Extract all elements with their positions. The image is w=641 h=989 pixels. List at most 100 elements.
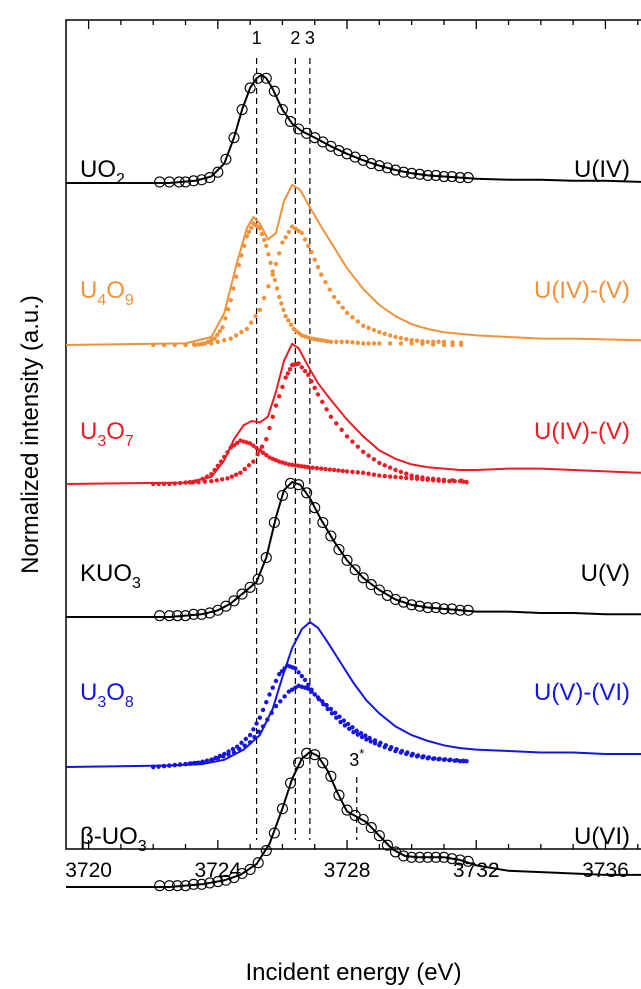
data-point bbox=[398, 166, 410, 178]
series-line bbox=[65, 183, 641, 346]
data-point bbox=[260, 844, 272, 857]
component-dot bbox=[209, 341, 214, 346]
plot-frame bbox=[65, 19, 641, 850]
component-dot bbox=[306, 686, 311, 691]
component-dot bbox=[209, 472, 214, 477]
component-dot bbox=[415, 753, 421, 758]
component-dot bbox=[344, 434, 350, 439]
component-dot bbox=[257, 448, 263, 453]
component-dot bbox=[273, 678, 279, 684]
data-point bbox=[179, 176, 192, 188]
component-dot bbox=[323, 279, 328, 285]
component-dot bbox=[261, 295, 267, 301]
data-point bbox=[244, 581, 256, 593]
component-dot bbox=[430, 339, 436, 344]
component-dot bbox=[340, 468, 345, 474]
data-point bbox=[196, 878, 208, 890]
data-point bbox=[446, 853, 458, 865]
component-dot bbox=[302, 677, 308, 683]
component-dot bbox=[225, 307, 231, 312]
component-dot bbox=[315, 264, 321, 270]
component-dot bbox=[151, 481, 156, 487]
component-dot bbox=[366, 341, 371, 346]
data-point bbox=[173, 176, 185, 188]
component-dot bbox=[270, 685, 275, 690]
peak-label: 2 bbox=[290, 28, 300, 48]
component-dot bbox=[296, 670, 301, 675]
component-dot bbox=[296, 228, 301, 234]
component-dot bbox=[441, 342, 447, 348]
component-dot bbox=[329, 711, 335, 716]
component-dot bbox=[450, 478, 455, 483]
component-dot bbox=[371, 341, 377, 346]
component-dot bbox=[242, 466, 247, 472]
component-dot bbox=[225, 476, 230, 481]
component-dot bbox=[189, 480, 195, 485]
component-dot bbox=[282, 666, 287, 671]
component-dot bbox=[414, 474, 420, 479]
component-dot bbox=[265, 717, 270, 722]
component-dot bbox=[327, 287, 333, 292]
component-dot bbox=[260, 724, 266, 729]
component-dot bbox=[355, 444, 361, 449]
series-5 bbox=[66, 747, 641, 892]
component-dot bbox=[382, 331, 387, 336]
component-dot bbox=[257, 715, 263, 720]
component-dot bbox=[161, 481, 167, 487]
component-dot bbox=[264, 437, 269, 442]
component-dot bbox=[274, 286, 280, 291]
component-dot bbox=[409, 473, 414, 478]
component-dot bbox=[354, 728, 359, 733]
component-dot bbox=[312, 385, 317, 391]
component-dot bbox=[325, 339, 330, 344]
component-dot bbox=[337, 714, 342, 719]
component-dot bbox=[309, 379, 314, 384]
component-dot bbox=[194, 760, 199, 766]
data-point bbox=[462, 604, 474, 616]
component-dot bbox=[289, 462, 295, 468]
component-dot bbox=[228, 445, 233, 450]
component-dot bbox=[464, 759, 469, 764]
component-dot bbox=[231, 286, 236, 291]
data-point bbox=[325, 530, 337, 542]
data-point bbox=[422, 601, 434, 614]
data-point bbox=[462, 855, 474, 867]
component-dot bbox=[318, 272, 324, 277]
oxidation-state: U(V)-(VI) bbox=[534, 679, 630, 706]
component-dot bbox=[167, 763, 172, 768]
component-dot bbox=[293, 666, 298, 671]
component-dot bbox=[394, 746, 399, 752]
component-dot bbox=[223, 316, 228, 321]
component-dot bbox=[299, 464, 305, 469]
data-point bbox=[430, 169, 442, 181]
x-tick-label: 3736 bbox=[582, 859, 629, 882]
component-dot bbox=[425, 339, 430, 344]
component-dot bbox=[199, 760, 204, 765]
component-dot bbox=[441, 339, 447, 344]
component-dot bbox=[404, 336, 409, 342]
component-dot bbox=[315, 695, 321, 700]
series-3 bbox=[66, 477, 641, 622]
component-dot bbox=[426, 755, 432, 760]
component-dot bbox=[202, 479, 208, 484]
component-dot bbox=[217, 328, 223, 334]
component-dot bbox=[246, 229, 252, 235]
component-dot bbox=[312, 336, 317, 342]
oxidation-state: U(IV) bbox=[574, 156, 630, 183]
data-point bbox=[406, 167, 418, 179]
component-dot bbox=[204, 474, 210, 479]
data-point bbox=[373, 584, 385, 596]
component-dot bbox=[231, 750, 237, 755]
component-dot bbox=[254, 721, 259, 726]
data-point bbox=[414, 851, 426, 863]
component-dot bbox=[222, 454, 227, 460]
series-1 bbox=[65, 183, 641, 348]
data-point bbox=[268, 516, 280, 529]
component-dot bbox=[251, 459, 256, 464]
component-dot bbox=[345, 721, 351, 727]
data-point bbox=[422, 169, 434, 181]
component-dot bbox=[293, 685, 298, 690]
component-dot bbox=[247, 740, 253, 745]
component-dot bbox=[441, 477, 447, 482]
component-dot bbox=[371, 472, 377, 477]
